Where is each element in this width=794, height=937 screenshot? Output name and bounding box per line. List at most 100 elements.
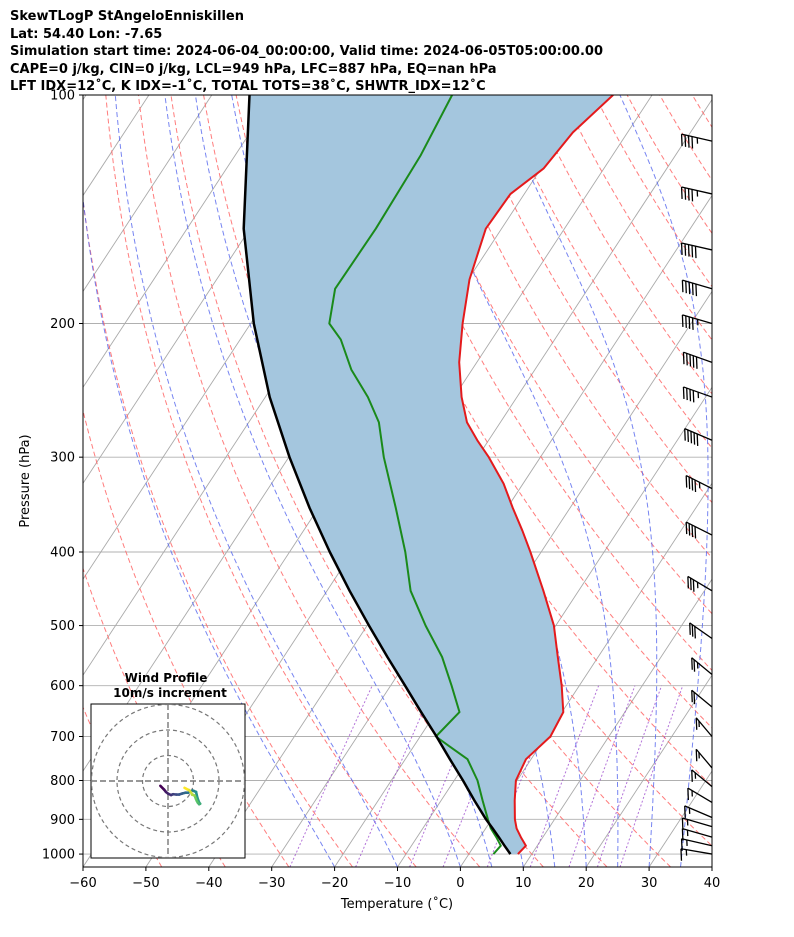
barb-staff: [685, 521, 713, 536]
barb-staff: [682, 314, 713, 325]
barb-staff: [681, 186, 713, 195]
y-tick-label: 900: [50, 813, 75, 828]
wind-barb: [695, 748, 713, 769]
fill-layer: [243, 95, 614, 855]
x-tick-label: 20: [578, 876, 595, 891]
barb-full: [691, 245, 694, 258]
barb-full: [695, 749, 698, 762]
hodograph-subtitle: 10m/s increment: [113, 686, 227, 700]
barb-full: [687, 188, 690, 201]
x-tick-label: −40: [195, 876, 222, 891]
isotherm: [711, 866, 712, 867]
barb-full: [681, 314, 684, 327]
barb-staff: [681, 838, 713, 847]
barb-full: [691, 769, 693, 782]
wind-barb: [680, 848, 713, 861]
barb-staff: [683, 351, 713, 363]
moist-adiabat: [744, 95, 794, 867]
wind-barb: [691, 689, 713, 708]
barb-full: [695, 284, 698, 297]
barb-full: [684, 134, 687, 147]
mixing-ratio-line: [289, 685, 373, 867]
dry-adiabat: [463, 95, 712, 504]
y-tick-label: 300: [50, 451, 75, 466]
barb-staff: [681, 133, 713, 142]
barb-full: [695, 356, 698, 369]
dry-adiabat: [725, 95, 794, 867]
wind-barb: [680, 838, 713, 851]
temperature-line: [458, 95, 614, 855]
isotherm: [83, 95, 276, 389]
dry-adiabat: [137, 95, 481, 867]
cin-shaded-area: [243, 95, 614, 855]
barb-full: [684, 243, 687, 256]
dry-adiabat: [105, 95, 417, 867]
barb-full: [694, 526, 697, 539]
barb-staff: [683, 386, 713, 398]
wind-barb: [695, 717, 713, 737]
parcel-line: [242, 95, 512, 855]
dewpoint-line: [328, 95, 502, 855]
hodograph-segment: [183, 786, 189, 791]
barb-full: [692, 579, 695, 592]
wind-barb: [685, 521, 713, 539]
wind-barb: [684, 428, 713, 446]
barb-full: [680, 186, 683, 199]
barb-staff: [682, 279, 713, 290]
barb-staff: [685, 474, 713, 490]
moist-adiabat: [711, 862, 712, 867]
y-axis-label: Pressure (hPa): [18, 434, 33, 527]
barb-staff: [680, 848, 713, 855]
barb-full: [691, 283, 694, 296]
barb-full: [684, 805, 686, 818]
x-tick-label: −60: [69, 876, 96, 891]
hodograph-content: [91, 704, 245, 858]
wind-barb: [684, 805, 713, 819]
dry-adiabat: [83, 196, 353, 867]
barb-full: [690, 431, 693, 444]
wind-barb: [691, 657, 713, 675]
hodograph-title: Wind Profile: [125, 671, 208, 685]
dry-adiabat: [790, 95, 794, 867]
y-tick-label: 100: [50, 89, 75, 104]
moist-adiabat: [164, 95, 461, 867]
barb-staff: [681, 242, 713, 251]
barb-full: [688, 523, 691, 536]
barb-full: [687, 576, 690, 589]
chart-title: SkewTLogP StAngeloEnniskillen: [10, 9, 244, 24]
barb-staff: [695, 717, 713, 737]
barb-full: [689, 389, 692, 402]
isotherm: [83, 95, 87, 101]
isotherm: [334, 290, 712, 867]
barb-staff: [687, 787, 713, 803]
barb-full: [682, 352, 685, 365]
barb-full: [689, 354, 692, 367]
chart-header: SkewTLogP StAngeloEnniskillen Lat: 54.40…: [10, 8, 603, 96]
x-tick-label: −30: [258, 876, 285, 891]
barb-staff: [691, 769, 713, 788]
barb-staff: [684, 428, 713, 441]
barb-full: [684, 428, 686, 441]
dry-adiabat: [691, 95, 712, 129]
barb-full: [691, 136, 694, 149]
y-tick-label: 500: [50, 619, 75, 634]
mixing-ratio-line: [355, 685, 435, 867]
wind-barb: [691, 769, 713, 788]
barb-full: [692, 355, 695, 368]
dry-adiabat: [561, 95, 712, 341]
wind-barb: [680, 186, 713, 202]
wind-barb: [685, 474, 713, 493]
wind-barb: [681, 817, 713, 831]
mixing-ratio-line: [596, 685, 663, 867]
barb-full: [680, 242, 683, 255]
barb-full: [693, 692, 696, 705]
profile-lines: [242, 95, 614, 855]
barb-staff: [682, 817, 713, 828]
barb-full: [686, 353, 688, 366]
barb-full: [687, 244, 690, 257]
x-tick-label: −20: [321, 876, 348, 891]
moist-adiabat: [83, 194, 336, 867]
y-tick-label: 800: [50, 774, 75, 789]
barb-full: [689, 622, 691, 635]
